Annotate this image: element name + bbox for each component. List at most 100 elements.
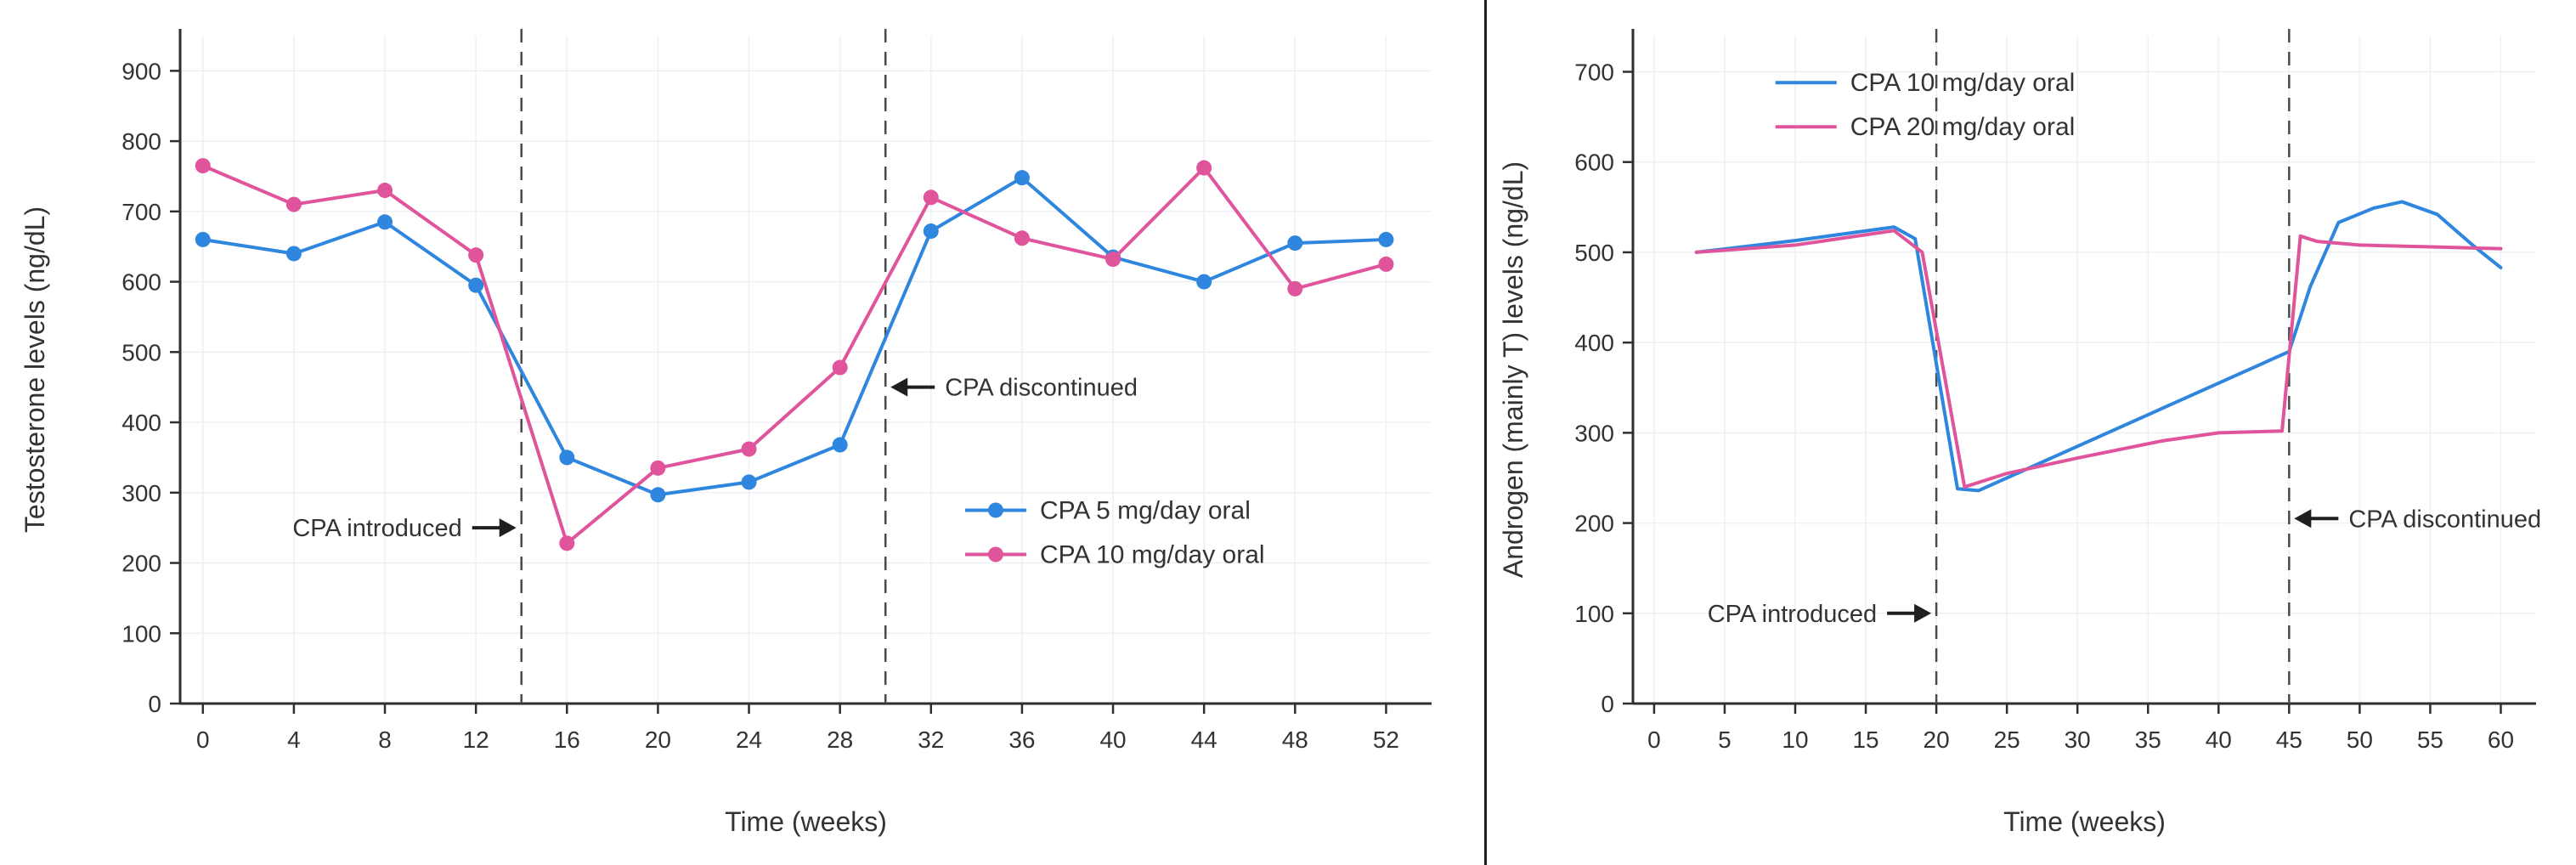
x-axis-label: Time (weeks) (2003, 806, 2166, 837)
legend-item: CPA 5 mg/day oral (964, 496, 1251, 524)
x-tick-label: 52 (1373, 726, 1399, 753)
series-line (1694, 200, 2503, 493)
data-point-marker (559, 535, 575, 551)
y-tick-label: 100 (121, 620, 161, 647)
data-point-marker (1105, 252, 1121, 268)
x-axis-label: Time (weeks) (725, 806, 887, 837)
data-point-marker (285, 246, 302, 262)
annotation: CPA introduced (1708, 601, 1932, 628)
legend-swatch-marker (987, 502, 1003, 518)
x-tick-label: 24 (736, 726, 762, 753)
data-point-marker (832, 359, 848, 376)
gridlines (180, 36, 1432, 704)
data-point-marker (1014, 170, 1030, 186)
series-line (201, 176, 1388, 497)
y-tick-label: 200 (1574, 511, 1614, 537)
annotation-label: CPA discontinued (945, 375, 1138, 402)
x-tick-label: 0 (196, 726, 210, 753)
y-tick-label: 300 (1574, 420, 1614, 446)
annotation: CPA discontinued (2294, 506, 2541, 533)
y-tick-label: 500 (1574, 240, 1614, 266)
annotation-label: CPA introduced (292, 515, 461, 542)
x-tick-label: 60 (2488, 726, 2514, 753)
androgen-chart-canvas: 0 5 10 15 20 25 30 35 40 45 50 55 600100200300400500… (1498, 29, 2541, 837)
x-tick-label: 25 (1994, 726, 2020, 753)
y-tick-label: 600 (1574, 150, 1614, 176)
y-tick-label: 800 (121, 128, 161, 155)
data-point-marker (377, 214, 393, 230)
panel-divider (1484, 0, 1487, 865)
y-tick-label: 300 (121, 480, 161, 506)
data-point-marker (1196, 160, 1212, 176)
y-tick-label: 700 (1574, 59, 1614, 85)
x-tick-label: 20 (645, 726, 671, 753)
series-line (201, 164, 1388, 546)
y-tick-label: 0 (148, 691, 161, 717)
legend-label: CPA 10 mg/day oral (1040, 540, 1265, 568)
y-tick-label: 0 (1601, 691, 1614, 717)
androgen-chart-panel: 0 5 10 15 20 25 30 35 40 45 50 55 60 0 100 200 300 400 500… (1487, 0, 2576, 865)
series-line (1694, 229, 2503, 489)
x-tick-label: 10 (1782, 726, 1808, 753)
x-tick-label: 4 (287, 726, 301, 753)
x-tick-label: 20 (1924, 726, 1950, 753)
x-tick-label: 36 (1008, 726, 1035, 753)
x-tick-label: 5 (1718, 726, 1731, 753)
data-point-marker (741, 474, 757, 490)
data-point-marker (195, 231, 211, 247)
data-point-marker (1287, 235, 1303, 252)
x-tick-label: 55 (2417, 726, 2443, 753)
y-tick-label: 500 (121, 339, 161, 365)
annotation-label: CPA introduced (1708, 601, 1877, 628)
y-tick-label: 200 (121, 551, 161, 577)
testosterone-chart-panel: 0 4 8 12 16 20 24 28 32 36 40 44 48 52 0 100 200 300 400 50… (20, 29, 1432, 837)
data-point-marker (285, 196, 302, 212)
legend-item: CPA 10 mg/day oral (1775, 69, 2076, 97)
data-point-marker (923, 223, 939, 240)
data-point-marker (1196, 274, 1212, 290)
arrow-head-icon (890, 377, 908, 397)
x-tick-label: 50 (2347, 726, 2373, 753)
x-tick-label: 30 (2065, 726, 2091, 753)
y-tick-label: 400 (1574, 330, 1614, 356)
legend-item: CPA 20 mg/day oral (1775, 113, 2076, 141)
data-point-marker (1378, 231, 1394, 247)
data-point-marker (832, 437, 848, 453)
arrow-head-icon (1914, 603, 1932, 623)
data-point-marker (650, 460, 666, 476)
testosterone-chart-canvas: 0 4 8 12 16 20 24 28 32 36 40 44 48 52010020030040050… (20, 29, 1432, 837)
arrow-head-icon (499, 518, 517, 538)
annotation: CPA discontinued (890, 375, 1138, 402)
y-tick-label: 100 (1574, 601, 1614, 627)
data-point-marker (1378, 256, 1394, 272)
y-tick-label: 600 (121, 269, 161, 296)
data-point-marker (741, 441, 757, 457)
y-axis-label: Androgen (mainly T) levels (ng/dL) (1498, 161, 1528, 578)
legend-item: CPA 10 mg/day oral (964, 540, 1265, 568)
x-tick-label: 15 (1852, 726, 1878, 753)
x-tick-label: 48 (1282, 726, 1308, 753)
x-tick-label: 45 (2276, 726, 2302, 753)
x-tick-label: 12 (463, 726, 489, 753)
x-tick-label: 32 (918, 726, 944, 753)
arrow-head-icon (2294, 509, 2312, 529)
legend-label: CPA 5 mg/day oral (1040, 496, 1251, 524)
data-point-marker (1014, 230, 1030, 246)
x-tick-label: 35 (2135, 726, 2161, 753)
data-point-marker (923, 189, 939, 206)
legend-label: CPA 20 mg/day oral (1850, 113, 2076, 141)
data-point-marker (468, 277, 484, 293)
x-tick-label: 0 (1647, 726, 1661, 753)
x-tick-label: 40 (2206, 726, 2232, 753)
y-tick-label: 900 (121, 58, 161, 84)
y-tick-label: 400 (121, 410, 161, 436)
x-tick-label: 44 (1191, 726, 1217, 753)
x-tick-label: 8 (378, 726, 392, 753)
legend-label: CPA 10 mg/day oral (1850, 69, 2076, 97)
data-point-marker (468, 247, 484, 263)
legend-swatch-marker (987, 546, 1003, 563)
data-point-marker (195, 158, 211, 174)
x-tick-label: 16 (554, 726, 580, 753)
data-point-marker (377, 183, 393, 199)
data-point-marker (559, 449, 575, 466)
